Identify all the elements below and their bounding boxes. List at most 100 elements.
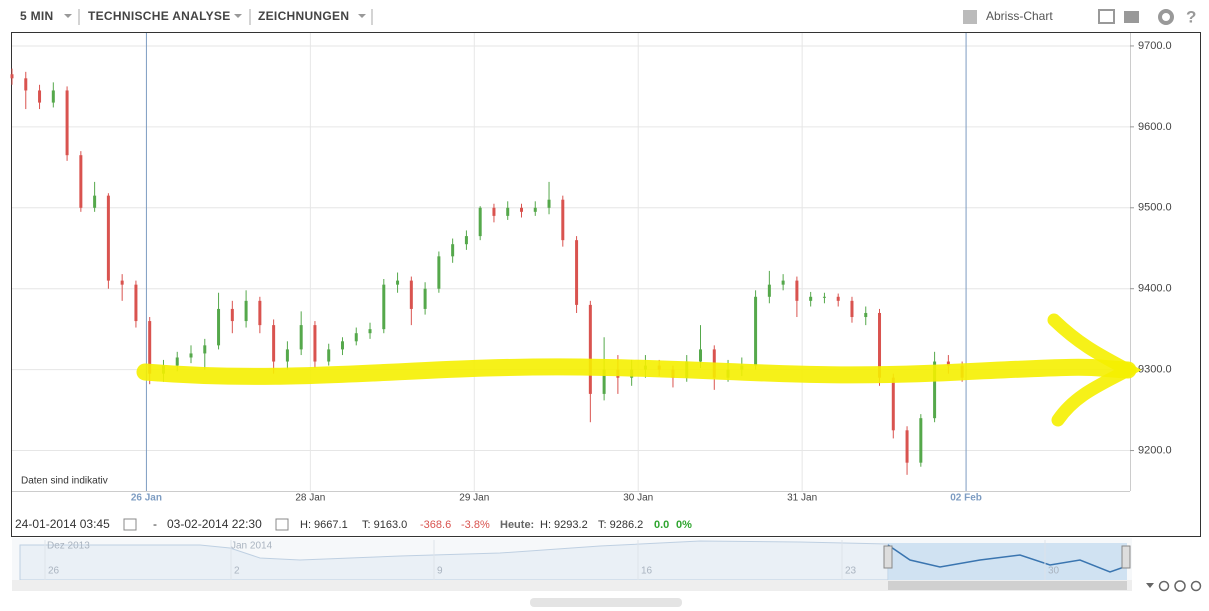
candle-body: [451, 244, 455, 257]
help-icon[interactable]: ?: [1186, 7, 1196, 26]
candle-body: [506, 207, 510, 216]
y-tick-label: 9700.0: [1138, 40, 1172, 52]
x-tick-label: 28 Jan: [295, 493, 325, 504]
candle-body: [547, 199, 551, 208]
candle-body: [905, 430, 909, 463]
resize-grip[interactable]: [530, 598, 682, 607]
candle-body: [822, 296, 826, 298]
image-icon[interactable]: [1098, 9, 1115, 24]
navigator-day: 16: [641, 566, 653, 577]
candle-body: [409, 280, 413, 309]
y-tick-label: 9300.0: [1138, 364, 1172, 376]
candle-body: [946, 361, 950, 366]
candle-body: [38, 90, 42, 103]
navigator-day: 26: [48, 566, 60, 577]
today-low: T: 9286.2: [598, 519, 643, 531]
highlight-line: [136, 358, 1137, 385]
x-tick-label: 26 Jan: [131, 493, 162, 504]
y-tick-label: 9600.0: [1138, 121, 1172, 133]
candle-body: [396, 280, 400, 285]
candle-body: [933, 361, 937, 419]
calendar-icon[interactable]: [275, 518, 289, 531]
navigator-handle[interactable]: [1121, 545, 1131, 569]
period-change: -368.6: [420, 519, 451, 531]
range-separator: -: [153, 517, 157, 531]
candle-body: [258, 300, 262, 326]
candle-body: [299, 325, 303, 350]
x-tick-label: 29 Jan: [459, 493, 489, 504]
candle-body: [382, 284, 386, 330]
candle-body: [106, 195, 110, 281]
candle-body: [93, 195, 97, 208]
reset-icon[interactable]: [1174, 580, 1186, 592]
zoom-icon[interactable]: [1190, 580, 1202, 592]
candle-body: [340, 341, 344, 350]
x-tick-label: 02 Feb: [950, 493, 982, 504]
candle-body: [478, 207, 482, 237]
candle-body: [423, 288, 427, 309]
zoom-menu[interactable]: [1146, 583, 1154, 588]
navigator-selection[interactable]: [888, 543, 1127, 580]
navigator-selection-line: [887, 544, 1128, 573]
interval-menu[interactable]: 5 MIN: [20, 9, 54, 23]
calendar-icon[interactable]: [123, 518, 137, 531]
chart-frame: [11, 32, 1201, 537]
candle-body: [602, 369, 606, 394]
candle-body: [464, 236, 468, 245]
annotation: Daten sind indikativ: [21, 476, 108, 487]
zoom-icon[interactable]: [1158, 580, 1170, 592]
dropdown-arrow: [64, 14, 72, 18]
x-tick-label: 31 Jan: [787, 493, 817, 504]
period-high: H: 9667.1: [300, 519, 348, 531]
candle-body: [175, 357, 179, 366]
candle-body: [588, 304, 592, 394]
candle-body: [189, 353, 193, 358]
candle-body: [285, 349, 289, 362]
navigator-day: 2: [234, 566, 240, 577]
candle-body: [864, 312, 868, 318]
today-change-pct: 0%: [676, 519, 692, 531]
dropdown-arrow: [234, 14, 242, 18]
candle-body: [754, 296, 758, 366]
drawings-menu[interactable]: ZEICHNUNGEN: [258, 9, 349, 23]
scrollbar[interactable]: [12, 580, 1132, 591]
candle-body: [134, 284, 138, 322]
navigator-month: Jan 2014: [231, 541, 273, 552]
candle-body: [203, 345, 207, 354]
navigator-day: 30: [1048, 566, 1060, 577]
highlight-arrow: [1047, 313, 1142, 427]
settings-icon[interactable]: [1158, 9, 1174, 25]
candle-body: [878, 312, 882, 378]
candle-body: [217, 308, 221, 346]
candle-body: [575, 240, 579, 305]
candle-body: [120, 280, 124, 285]
chart-mode-icon[interactable]: [963, 10, 977, 24]
candle-body: [533, 207, 537, 212]
candle-body: [244, 300, 248, 322]
candle-body: [519, 207, 523, 212]
dropdown-arrow: [358, 14, 366, 18]
candle-body: [148, 321, 152, 374]
candle-body: [919, 418, 923, 463]
navigator-handle[interactable]: [883, 545, 893, 569]
scrollbar-thumb[interactable]: [888, 581, 1127, 590]
candle-body: [781, 280, 785, 285]
candle-body: [10, 74, 14, 79]
y-tick-label: 9200.0: [1138, 444, 1172, 456]
chart-mode[interactable]: Abriss-Chart: [986, 9, 1053, 23]
candle-body: [51, 90, 55, 103]
candle-body: [368, 329, 372, 334]
print-icon[interactable]: [1124, 11, 1139, 23]
candle-body: [891, 377, 895, 431]
candle-body: [79, 155, 83, 208]
analysis-menu[interactable]: TECHNISCHE ANALYSE: [88, 9, 231, 23]
candle-body: [561, 199, 565, 241]
candle-body: [65, 90, 69, 156]
period-low: T: 9163.0: [362, 519, 407, 531]
navigator-month: Dez 2013: [47, 541, 90, 552]
candle-body: [492, 207, 496, 216]
candle-body: [24, 78, 28, 91]
range-from: 24-01-2014 03:45: [15, 517, 110, 531]
candle-body: [850, 300, 854, 318]
